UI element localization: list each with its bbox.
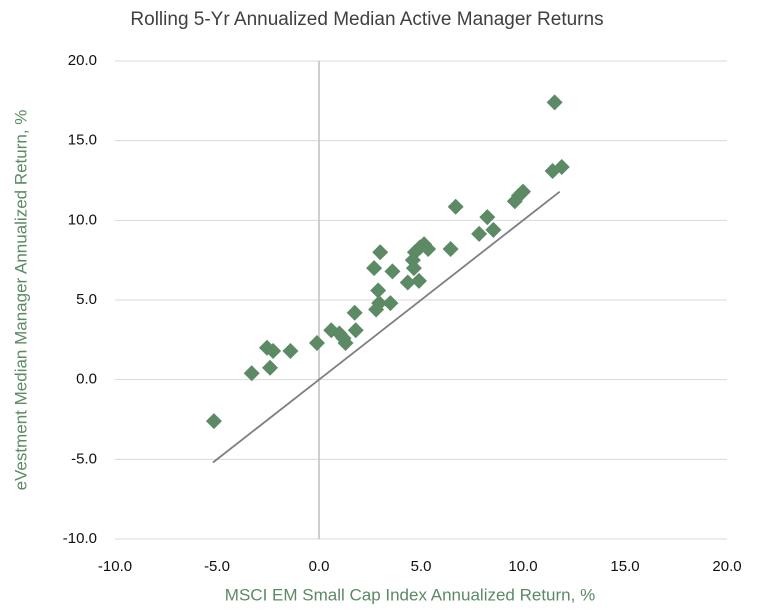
point bbox=[265, 342, 282, 359]
x-tick-label: 5.0 bbox=[411, 558, 432, 575]
y-tick-label: -5.0 bbox=[71, 450, 97, 467]
y-tick-label: 15.0 bbox=[68, 132, 97, 149]
point bbox=[471, 225, 488, 242]
point bbox=[384, 263, 401, 280]
point bbox=[337, 335, 354, 352]
point bbox=[282, 342, 299, 359]
point bbox=[205, 413, 222, 430]
y-tick-label: 5.0 bbox=[76, 291, 97, 308]
point bbox=[262, 359, 279, 376]
point bbox=[399, 274, 416, 291]
x-tick-label: -5.0 bbox=[204, 558, 230, 575]
x-tick-label: 10.0 bbox=[508, 558, 537, 575]
chart-title: Rolling 5-Yr Annualized Median Active Ma… bbox=[130, 9, 603, 30]
x-tick-label: 15.0 bbox=[610, 558, 639, 575]
point bbox=[347, 322, 364, 339]
point bbox=[479, 209, 496, 226]
point bbox=[405, 260, 422, 277]
point bbox=[346, 304, 363, 321]
y-tick-label: -10.0 bbox=[63, 530, 97, 547]
y-axis-label: eVestment Median Manager Annualized Retu… bbox=[11, 110, 30, 491]
point bbox=[372, 244, 389, 261]
point bbox=[382, 295, 399, 312]
x-tick-label: 0.0 bbox=[309, 558, 330, 575]
x-tick-label: 20.0 bbox=[712, 558, 741, 575]
reference-line bbox=[212, 190, 561, 464]
point bbox=[546, 94, 563, 111]
point bbox=[243, 365, 260, 382]
point bbox=[410, 272, 427, 289]
point bbox=[447, 198, 464, 215]
point bbox=[515, 183, 531, 200]
point bbox=[553, 158, 570, 175]
y-tick-label: 0.0 bbox=[76, 371, 97, 388]
point bbox=[442, 241, 459, 258]
x-axis-label: MSCI EM Small Cap Index Annualized Retur… bbox=[225, 585, 595, 604]
y-tick-label: 10.0 bbox=[68, 211, 97, 228]
point bbox=[420, 241, 437, 258]
point bbox=[485, 221, 502, 238]
point bbox=[366, 260, 383, 277]
point bbox=[370, 282, 387, 299]
x-tick-label: -10.0 bbox=[98, 558, 132, 575]
y-tick-label: 20.0 bbox=[68, 52, 97, 69]
point bbox=[371, 295, 388, 312]
point bbox=[308, 335, 325, 352]
